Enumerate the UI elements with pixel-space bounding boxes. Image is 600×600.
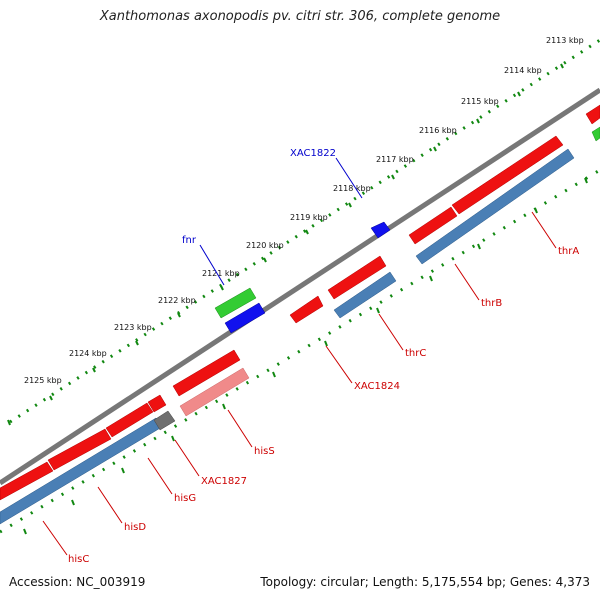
gene-forward-thrC[interactable] (327, 255, 387, 300)
gene-label-hisG[interactable]: hisG (174, 493, 196, 504)
kbp-label-2116: 2116 kbp (419, 126, 457, 135)
kbp-label-2115: 2115 kbp (461, 97, 499, 106)
gene-label-hisS[interactable]: hisS (254, 446, 275, 457)
gene-label-thrC[interactable]: thrC (405, 348, 426, 359)
gene-label-XAC1827[interactable]: XAC1827 (201, 476, 247, 487)
gene-reverse-gray[interactable] (153, 410, 176, 431)
forward-genes (0, 104, 600, 501)
gene-label-XAC1824[interactable]: XAC1824 (354, 381, 400, 392)
gene-forward-hisS[interactable] (172, 349, 241, 397)
gene-reverse-hisD[interactable] (0, 417, 163, 525)
kbp-label-2125: 2125 kbp (24, 376, 62, 385)
kbp-label-2119: 2119 kbp (290, 213, 328, 222)
major-ticks (7, 63, 588, 535)
gene-forward-thrB[interactable] (408, 206, 458, 245)
kbp-label-2120: 2120 kbp (246, 241, 284, 250)
gene-forward-hisG[interactable] (105, 402, 154, 438)
gene-reverse-hisS-pink[interactable] (179, 367, 250, 417)
gene-reverse-thrA[interactable] (415, 148, 575, 265)
gene-label-hisC[interactable]: hisC (68, 554, 89, 565)
genome-title: Xanthomonas axonopodis pv. citri str. 30… (99, 9, 501, 24)
kbp-label-2122: 2122 kbp (158, 296, 196, 305)
gene-label-thrB[interactable]: thrB (481, 298, 502, 309)
kbp-label-2113: 2113 kbp (546, 36, 584, 45)
gene-forward-hisD[interactable] (47, 428, 112, 471)
kbp-label-2123: 2123 kbp (114, 323, 152, 332)
kbp-label-2121: 2121 kbp (202, 269, 240, 278)
genome-backbone (0, 87, 600, 486)
feature-rna-green[interactable] (214, 287, 257, 319)
kbp-label-2118: 2118 kbp (333, 184, 371, 193)
kbp-label-2114: 2114 kbp (504, 66, 542, 75)
accession-text: Accession: NC_003919 (9, 575, 146, 589)
kbp-label-2117: 2117 kbp (376, 155, 414, 164)
gene-forward-XAC1827[interactable] (147, 394, 167, 413)
label-leader-lines (42, 157, 557, 556)
topology-text: Topology: circular; Length: 5,175,554 bp… (260, 575, 590, 589)
gene-forward-edge[interactable] (585, 104, 600, 125)
feature-green-edge[interactable] (591, 126, 600, 142)
gene-forward-hisC[interactable] (0, 461, 54, 501)
gene-label-thrA[interactable]: thrA (558, 246, 579, 257)
gene-label-hisD[interactable]: hisD (124, 522, 146, 533)
outer-tick-track (9, 38, 600, 424)
kbp-label-2124: 2124 kbp (69, 349, 107, 358)
feature-blue-fnr[interactable] (224, 302, 266, 334)
feature-blue-XAC1822[interactable] (370, 221, 391, 239)
reverse-genes (0, 148, 575, 525)
gene-label-fnr[interactable]: fnr (182, 235, 197, 246)
gene-forward-thrA[interactable] (451, 135, 564, 215)
gene-forward-XAC1824[interactable] (289, 295, 324, 324)
gene-label-XAC1822[interactable]: XAC1822 (290, 148, 336, 159)
gene-reverse-thrC[interactable] (333, 271, 397, 319)
